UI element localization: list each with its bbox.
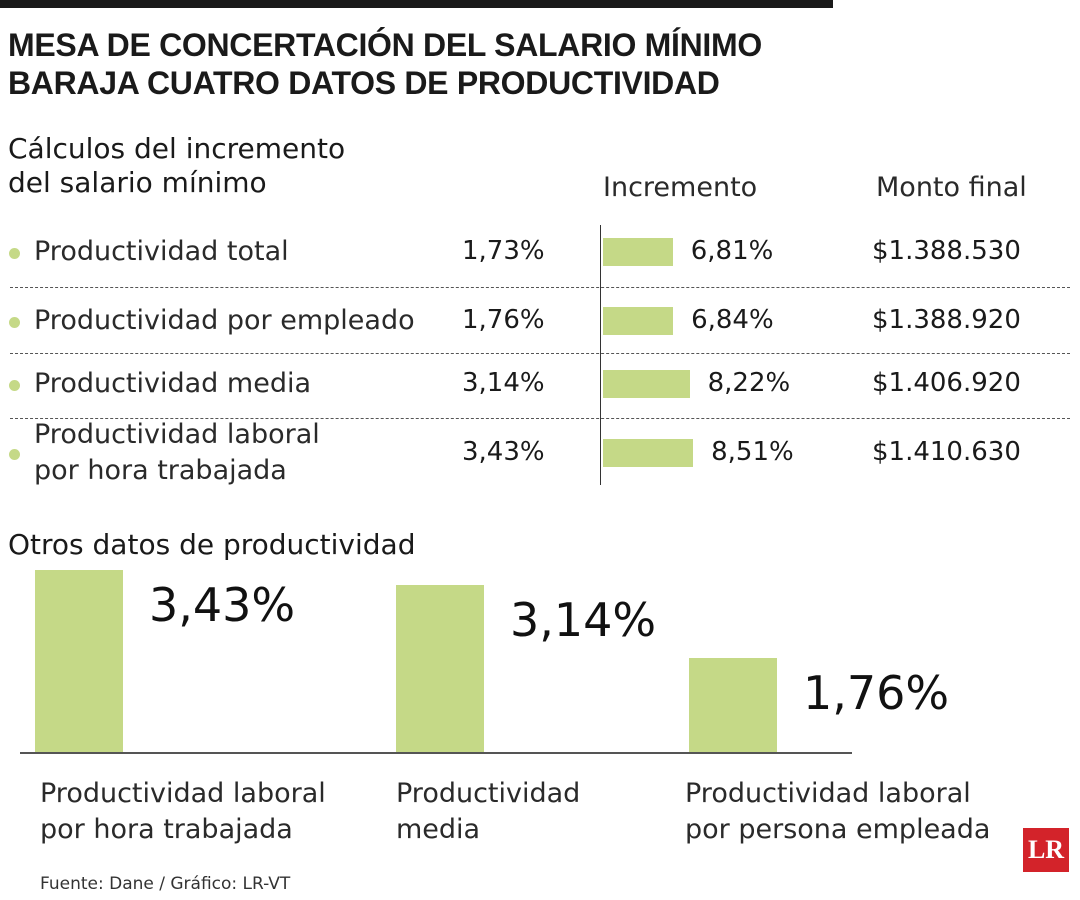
productivity-value: 3,14% xyxy=(462,368,545,398)
bar xyxy=(603,439,694,467)
productivity-value: 1,76% xyxy=(462,305,545,335)
column-header: Incremento xyxy=(603,172,758,203)
amount: $1.388.530 xyxy=(872,236,1021,266)
section-title: Cálculos del incremento del salario míni… xyxy=(8,132,346,199)
row-label: Productividad total xyxy=(34,236,289,267)
value-label: 1,76% xyxy=(803,666,950,721)
source: Fuente: Dane / Gráfico: LR-VT xyxy=(40,874,291,894)
x-tick-label: Productividad media xyxy=(396,778,581,845)
row-separator xyxy=(10,287,1070,288)
bar xyxy=(603,370,690,398)
bullet xyxy=(9,248,20,259)
row-label: Productividad por empleado xyxy=(34,305,415,336)
top-rule xyxy=(0,0,833,8)
value-label: 3,14% xyxy=(510,593,657,648)
row-label: Productividad laboral por hora trabajada xyxy=(34,419,320,486)
baseline xyxy=(20,752,852,754)
logo: LR xyxy=(1023,828,1069,872)
bar xyxy=(35,569,123,752)
amount: $1.388.920 xyxy=(872,305,1021,335)
bar xyxy=(689,658,777,752)
productivity-value: 1,73% xyxy=(462,236,545,266)
productivity-value: 3,43% xyxy=(462,437,545,467)
column-header: Monto final xyxy=(876,172,1027,203)
divider xyxy=(600,225,601,485)
amount: $1.410.630 xyxy=(872,437,1021,467)
bar xyxy=(396,585,484,752)
bullet xyxy=(9,380,20,391)
row-separator xyxy=(10,418,1070,419)
value-label: 6,84% xyxy=(691,305,774,335)
bullet xyxy=(9,317,20,328)
value-label: 3,43% xyxy=(149,577,296,632)
amount: $1.406.920 xyxy=(872,368,1021,398)
title: MESA DE CONCERTACIÓN DEL SALARIO MÍNIMO … xyxy=(8,27,762,101)
row-separator xyxy=(10,353,1070,354)
bar xyxy=(603,307,674,335)
x-tick-label: Productividad laboral por hora trabajada xyxy=(40,778,326,845)
value-label: 6,81% xyxy=(690,236,774,266)
value-label: 8,51% xyxy=(711,437,794,467)
x-tick-label: Productividad laboral por persona emplea… xyxy=(685,778,991,845)
row-label: Productividad media xyxy=(34,368,312,399)
bullet xyxy=(9,449,20,460)
bar xyxy=(603,238,673,266)
value-label: 8,22% xyxy=(707,368,791,398)
section-title: Otros datos de productividad xyxy=(8,528,416,561)
